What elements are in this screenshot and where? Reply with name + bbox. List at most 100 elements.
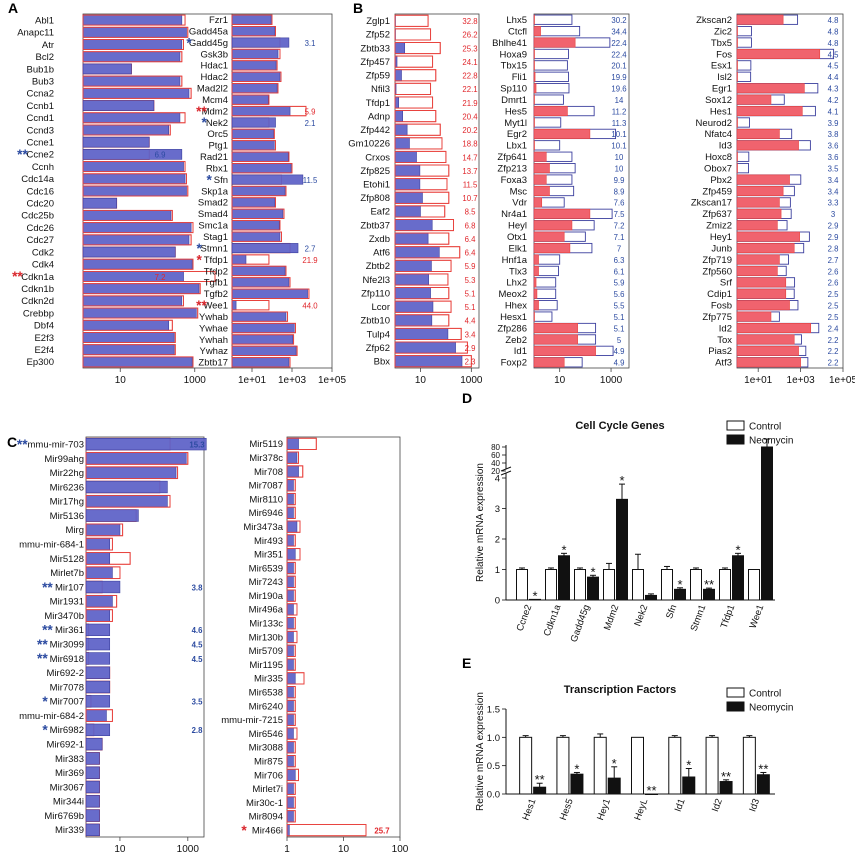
bar-treatment (286, 589, 294, 602)
fold-change-value: 6.9 (155, 151, 166, 160)
bar-treatment (231, 277, 290, 288)
row-label: Tox (717, 335, 732, 346)
bar-treatment (736, 163, 749, 174)
bar-treatment (533, 71, 569, 82)
bar-control-outline (286, 644, 296, 657)
bar-control (533, 174, 547, 185)
panel-letter-c: C (7, 434, 17, 450)
bar-control (533, 163, 550, 174)
bar-treatment (394, 314, 433, 327)
row-label: Mir361 (55, 625, 84, 636)
row-label: Zfp641 (497, 152, 527, 163)
bar-control (533, 71, 536, 82)
bar-control (736, 26, 738, 37)
bar-control (736, 174, 790, 185)
row-label: Cdkn1a (21, 272, 54, 283)
row-label: Zfp825 (360, 166, 390, 177)
bar-treatment (85, 609, 111, 622)
row-label: E2f4 (34, 345, 54, 356)
x-tick-label: Mdm2 (602, 603, 621, 632)
row-label: Skp1a (201, 186, 229, 197)
row-label: Vdr (512, 198, 527, 209)
row-label: Cdc26 (27, 223, 54, 234)
bar-control-outline (394, 96, 434, 109)
row-label: Egr1 (712, 84, 732, 95)
bar-treatment (85, 652, 111, 665)
x-tick-label: 1e+01 (744, 375, 773, 386)
x-tick-label: Ccne2 (515, 603, 535, 633)
bar-treatment (736, 71, 752, 82)
bar-control-outline (286, 589, 296, 602)
row-label: Zfp110 (361, 288, 390, 299)
significance-stars: * (612, 756, 617, 771)
row-label: Zmiz2 (706, 221, 732, 232)
bar-control-outline (85, 537, 113, 551)
bar-neomycin (529, 598, 541, 601)
x-tick-label: Hey1 (595, 797, 613, 822)
x-tick-label: 10 (415, 375, 427, 386)
bar-control (394, 28, 432, 41)
row-label: Hes5 (505, 106, 527, 117)
bar-control-outline (286, 686, 296, 699)
bar-control (533, 254, 539, 265)
bar-treatment (286, 644, 294, 657)
significance-stars: * (574, 761, 579, 776)
bar-control-outline (82, 270, 216, 282)
row-label: Elk1 (509, 243, 527, 254)
bar-control-outline (231, 197, 276, 208)
bar-control-outline (286, 658, 296, 671)
bar-treatment (394, 341, 456, 354)
row-label: Zkscan2 (696, 15, 732, 26)
bar-control-outline (394, 355, 472, 368)
bar-neomycin (756, 774, 770, 795)
bar-treatment (286, 603, 294, 616)
row-label: Mir493 (254, 536, 283, 547)
bar-control-outline (85, 466, 179, 480)
row-label: Zfp442 (360, 125, 390, 136)
fold-change-value: 32.8 (462, 17, 477, 26)
y-tick-label: 2 (495, 535, 500, 546)
significance-stars: * (207, 172, 213, 187)
row-label: Tfdp1 (366, 98, 390, 109)
significance-stars: ** (12, 269, 23, 284)
row-label: Mir344i (53, 797, 84, 808)
fold-change-value: 6.4 (465, 235, 476, 244)
row-label: Atf6 (373, 248, 390, 259)
bar-treatment (286, 672, 296, 685)
bar-control (736, 94, 772, 105)
bar-control (736, 128, 780, 139)
fold-change-value: 3.1 (305, 39, 316, 48)
bar-treatment (533, 60, 568, 71)
row-label: Obox7 (704, 163, 732, 174)
bar-control (736, 60, 738, 71)
bar-treatment (85, 580, 121, 594)
fold-change-value: 44.0 (302, 302, 318, 311)
bar-treatment (736, 151, 750, 162)
bar-treatment (82, 246, 176, 258)
bar-control-outline (286, 561, 296, 575)
bar-treatment (533, 117, 562, 128)
y-tick-label: 1 (495, 565, 500, 576)
fold-change-value: 10.1 (611, 142, 626, 151)
bar-treatment (231, 288, 308, 299)
bar-control (574, 569, 586, 601)
bar-control-outline (82, 124, 171, 136)
bar-control-outline (394, 232, 450, 245)
bar-treatment (82, 88, 190, 99)
bar-control (690, 569, 702, 601)
row-label: Mir1931 (50, 597, 84, 608)
row-label: Lbx1 (506, 141, 527, 152)
row-label: Nek2 (206, 118, 228, 129)
row-label: Eaf2 (370, 207, 390, 218)
row-label: Zkscan17 (691, 198, 732, 209)
bar-control-outline (394, 327, 462, 340)
significance-stars: ** (42, 580, 53, 595)
bar-control (736, 243, 795, 254)
bar-control (736, 186, 784, 196)
bar-treatment (286, 562, 294, 574)
fold-change-value: 7.5 (614, 210, 625, 219)
significance-stars: ** (37, 637, 48, 652)
bar-treatment (82, 344, 175, 355)
bar-treatment (394, 164, 421, 177)
row-label: Zfp808 (360, 193, 390, 204)
